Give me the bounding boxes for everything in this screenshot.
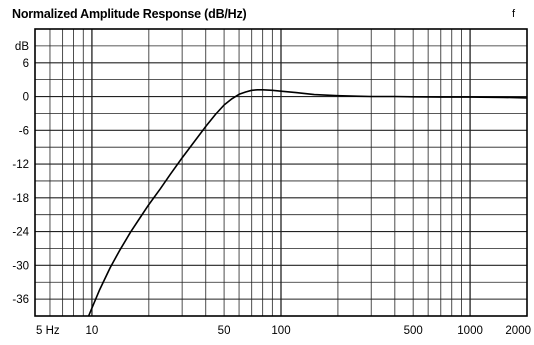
grid-lines xyxy=(34,29,528,316)
response-curve xyxy=(87,89,528,317)
y-tick-labels: dB 6 0 -6 -12 -18 -24 -30 -36 xyxy=(12,41,29,306)
x-tick-labels: 5 Hz 10 50 100 500 1000 2000 xyxy=(36,325,531,337)
x-tick-label: 2000 xyxy=(505,325,531,337)
y-tick-label: -18 xyxy=(12,193,29,205)
x-tick-label: 100 xyxy=(271,325,290,337)
y-tick-label: 0 xyxy=(23,92,29,104)
plot-border xyxy=(34,28,528,317)
y-tick-label: -24 xyxy=(12,227,29,239)
x-tick-label: 5 Hz xyxy=(36,325,60,337)
chart-title: Normalized Amplitude Response (dB/Hz) xyxy=(12,7,247,21)
series-layer xyxy=(87,89,528,317)
y-tick-label: -12 xyxy=(12,159,29,171)
y-unit-label: dB xyxy=(15,41,29,53)
x-tick-label: 1000 xyxy=(457,325,483,337)
y-tick-label: -6 xyxy=(19,125,29,137)
y-tick-label: 6 xyxy=(23,58,29,70)
y-tick-label: -36 xyxy=(12,294,29,306)
corner-mark: f xyxy=(512,8,516,20)
x-tick-label: 10 xyxy=(86,325,99,337)
plot-frame xyxy=(34,28,528,317)
x-tick-label: 50 xyxy=(218,325,231,337)
x-tick-label: 500 xyxy=(404,325,423,337)
y-tick-label: -30 xyxy=(12,260,29,272)
